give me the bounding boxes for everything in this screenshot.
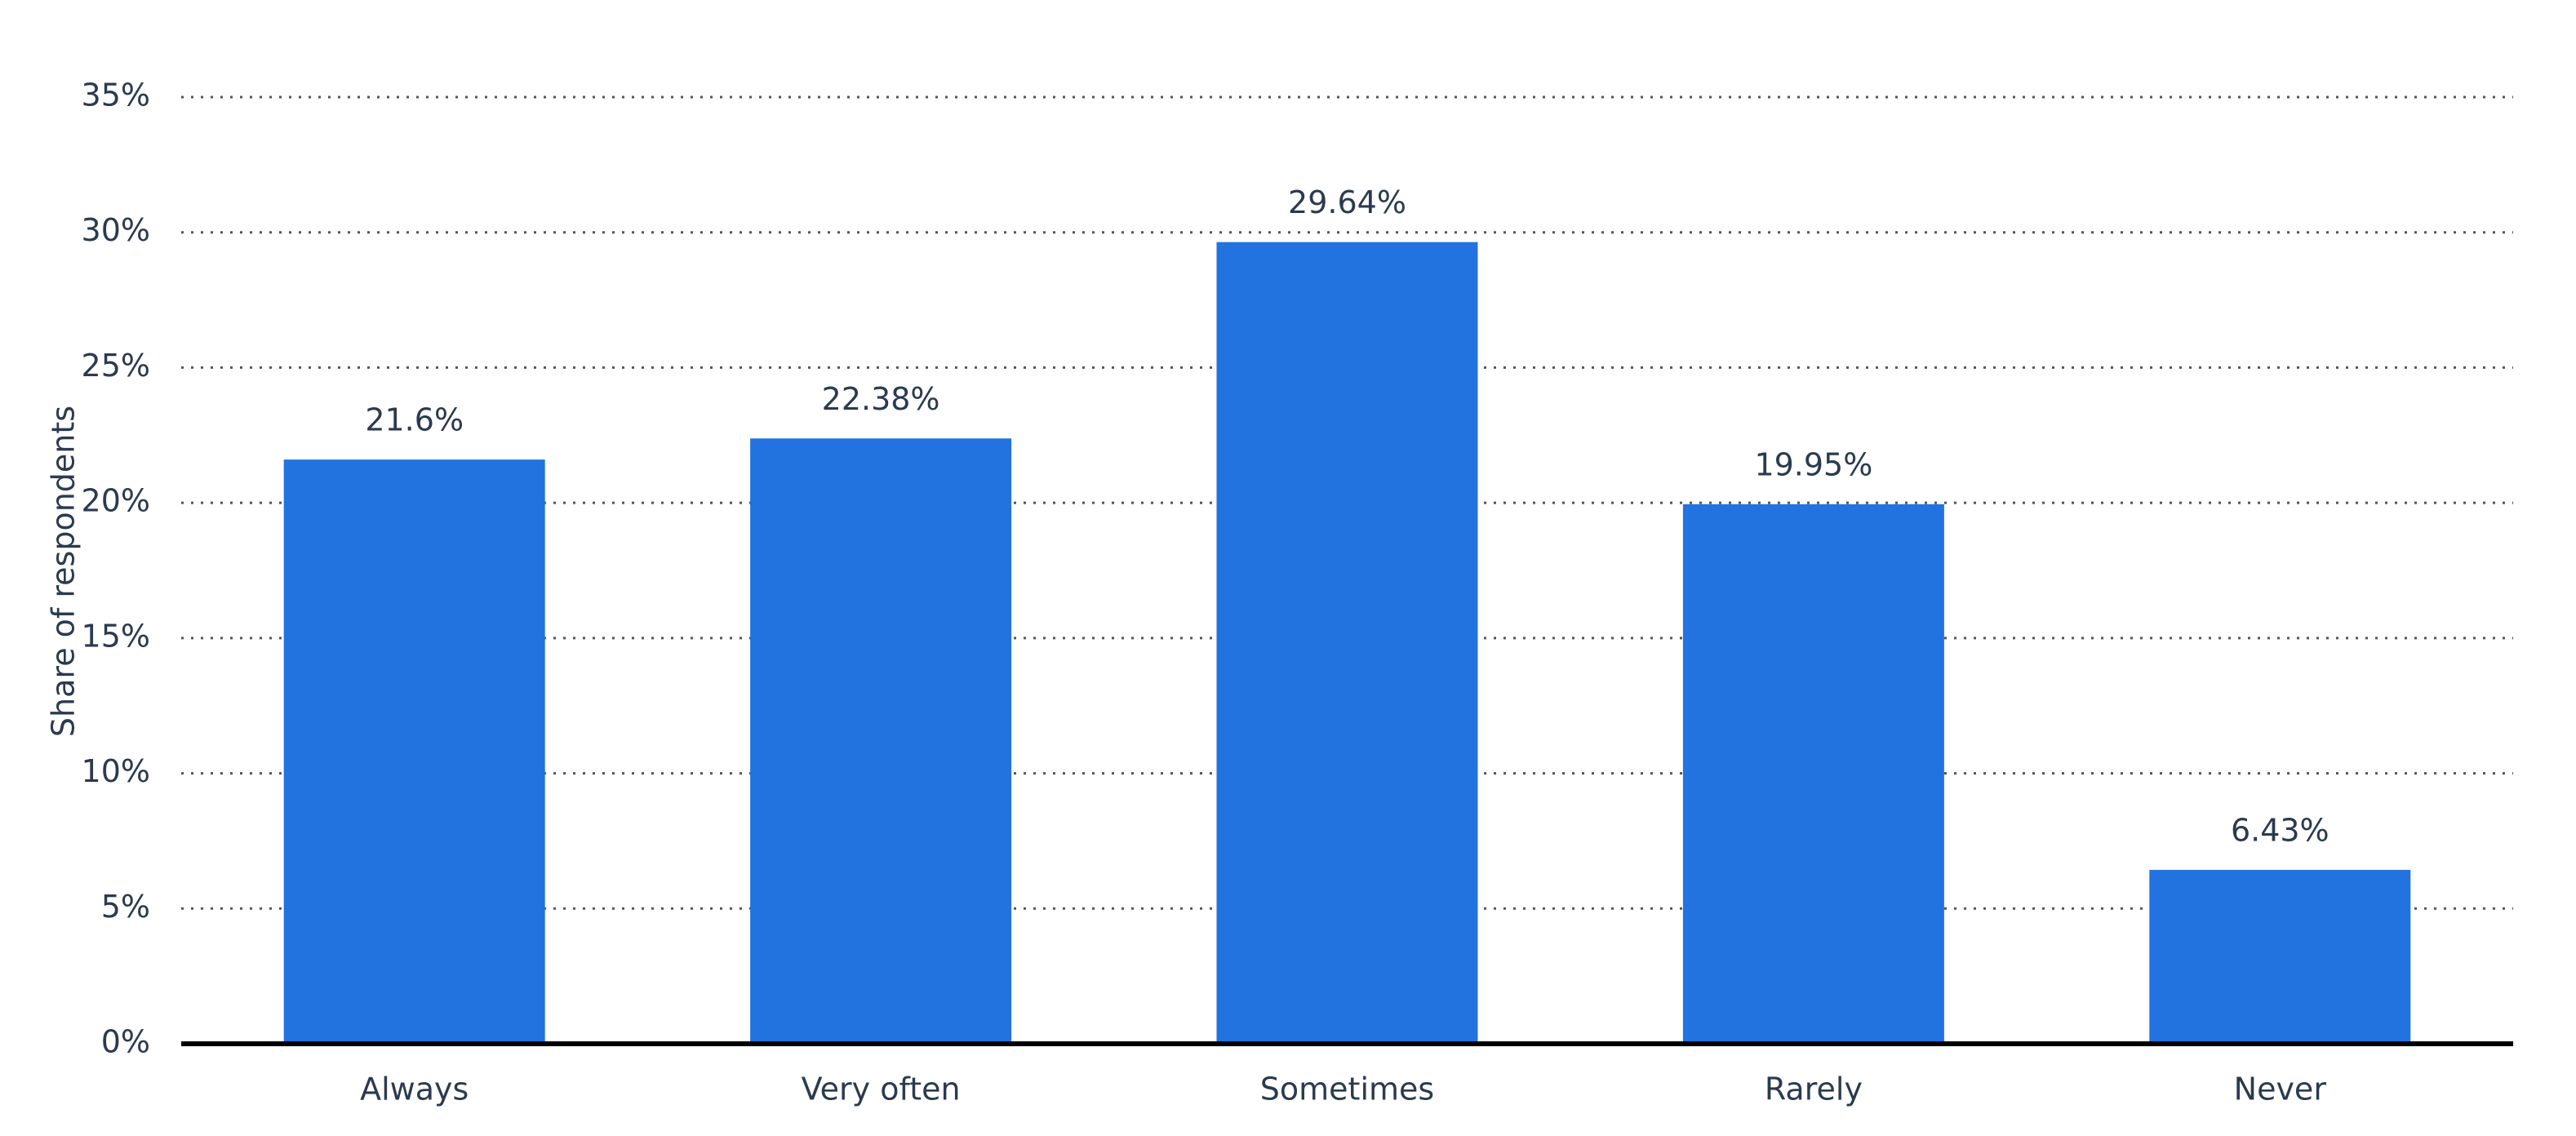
data-label: 19.95% <box>1754 446 1872 482</box>
bar <box>283 459 545 1044</box>
x-tick-label: Sometimes <box>1260 1072 1434 1107</box>
y-tick-label: 15% <box>82 618 150 654</box>
bar <box>750 438 1012 1044</box>
data-label: 22.38% <box>822 381 940 417</box>
data-label: 6.43% <box>2231 812 2330 848</box>
y-tick-label: 25% <box>82 348 150 384</box>
y-tick-label: 30% <box>82 212 150 248</box>
y-tick-label: 0% <box>101 1024 150 1060</box>
bar <box>1216 242 1478 1044</box>
data-label: 29.64% <box>1288 184 1406 220</box>
x-tick-label: Very often <box>802 1072 961 1107</box>
y-axis-title: Share of respondents <box>46 406 82 737</box>
data-label: 21.6% <box>365 402 464 438</box>
bar <box>1682 504 1944 1044</box>
y-tick-label: 35% <box>82 78 150 113</box>
y-tick-label: 10% <box>82 753 150 789</box>
x-tick-label: Always <box>360 1072 469 1107</box>
y-tick-label: 5% <box>101 889 150 925</box>
x-tick-label: Rarely <box>1765 1072 1863 1107</box>
x-tick-label: Never <box>2234 1072 2327 1107</box>
bar <box>2149 869 2411 1044</box>
y-tick-label: 20% <box>82 483 150 519</box>
